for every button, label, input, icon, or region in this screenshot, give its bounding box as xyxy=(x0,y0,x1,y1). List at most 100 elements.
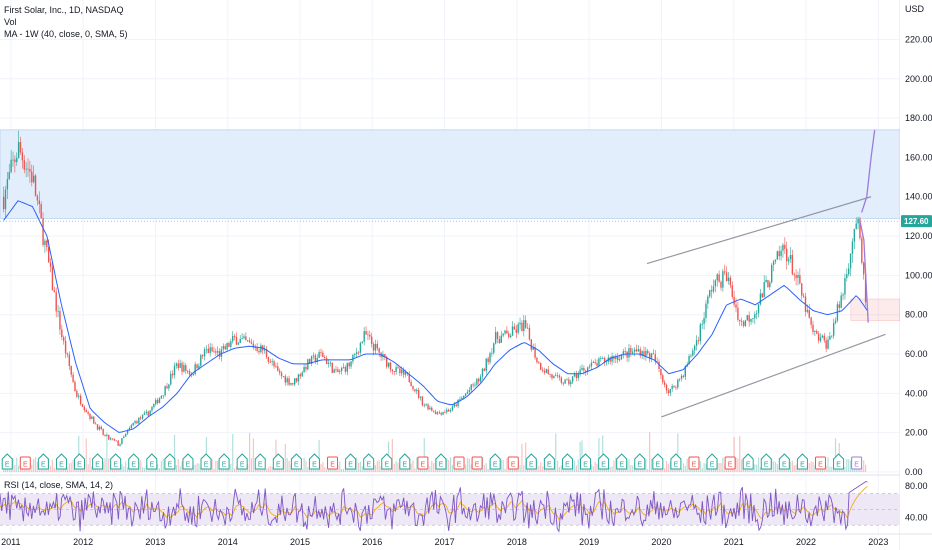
earnings-shape xyxy=(616,453,628,470)
channel-upper-line[interactable] xyxy=(646,196,872,265)
earnings-marker[interactable]: E xyxy=(796,453,808,470)
symbol-title[interactable]: First Solar, Inc., 1D, NASDAQ xyxy=(4,5,124,15)
candle-body xyxy=(455,404,457,407)
earnings-marker[interactable]: E xyxy=(110,453,122,470)
candle-body xyxy=(709,290,711,297)
earnings-marker[interactable]: E xyxy=(453,456,465,470)
earnings-marker[interactable]: E xyxy=(525,453,537,470)
earnings-marker[interactable]: E xyxy=(19,456,31,470)
earnings-marker[interactable]: E xyxy=(833,453,845,470)
earnings-marker[interactable]: E xyxy=(37,453,49,470)
candle-body xyxy=(23,160,25,170)
earnings-marker[interactable]: E xyxy=(507,456,519,470)
earnings-label: E xyxy=(493,462,498,469)
time-axis[interactable]: 2011 2012 2013 2014 2015 2016 2017 2018 2019 2020… xyxy=(0,533,932,547)
candle-body xyxy=(427,404,429,410)
time-tick-label: 2016 xyxy=(362,537,382,547)
earnings-marker[interactable]: E xyxy=(543,453,555,470)
volume-bar xyxy=(448,460,450,472)
earnings-label: E xyxy=(529,462,534,469)
candle-body xyxy=(21,152,24,161)
earnings-marker[interactable]: E xyxy=(399,453,411,470)
volume-bar xyxy=(701,468,703,472)
earnings-marker[interactable]: E xyxy=(670,453,682,470)
earnings-marker[interactable]: E xyxy=(74,453,86,470)
candle-body xyxy=(402,369,405,375)
channel-lower-line[interactable] xyxy=(661,333,886,418)
earnings-marker[interactable]: E xyxy=(634,453,646,470)
earnings-marker[interactable]: E xyxy=(146,453,158,470)
earnings-marker[interactable]: E xyxy=(760,453,772,470)
candle-body xyxy=(752,318,754,320)
earnings-marker[interactable]: E xyxy=(851,456,863,470)
volume-legend[interactable]: Vol xyxy=(4,17,17,27)
candle-body xyxy=(615,356,617,360)
earnings-marker[interactable]: E xyxy=(363,453,375,470)
resistance-zone[interactable] xyxy=(0,129,901,219)
price-axis[interactable]: USD 220.00 200.00 180.00 160.00 140.00 120.00 1… xyxy=(900,0,932,550)
earnings-marker[interactable]: E xyxy=(92,453,104,470)
earnings-marker[interactable]: E xyxy=(561,453,573,470)
candle-body xyxy=(701,323,703,325)
earnings-marker[interactable]: E xyxy=(417,456,429,470)
earnings-marker[interactable]: E xyxy=(182,453,194,470)
volume-bar xyxy=(759,467,762,472)
earnings-marker[interactable]: E xyxy=(688,456,700,470)
candle-body xyxy=(324,357,326,359)
candle-body xyxy=(754,314,756,319)
earnings-marker[interactable]: E xyxy=(236,453,248,470)
earnings-shape xyxy=(543,453,555,470)
volume-bar xyxy=(254,467,256,472)
volume-bar xyxy=(662,467,664,472)
earnings-marker[interactable]: E xyxy=(471,456,483,470)
candle-body xyxy=(258,350,260,353)
candle-body xyxy=(263,349,266,351)
candle-body xyxy=(440,412,442,415)
rsi-pane xyxy=(0,481,900,533)
candle-body xyxy=(821,335,824,338)
earnings-marker[interactable]: E xyxy=(308,453,320,470)
earnings-marker[interactable]: E xyxy=(327,456,339,470)
earnings-label: E xyxy=(149,462,154,469)
earnings-marker[interactable]: E xyxy=(598,453,610,470)
earnings-marker[interactable]: E xyxy=(742,453,754,470)
earnings-marker[interactable]: E xyxy=(381,453,393,470)
volume-bar xyxy=(609,467,611,472)
volume-bar xyxy=(286,458,288,472)
earnings-marker[interactable]: E xyxy=(345,453,357,470)
candle-body xyxy=(85,410,87,412)
earnings-marker[interactable]: E xyxy=(254,453,266,470)
earnings-label: E xyxy=(547,462,552,469)
earnings-marker[interactable]: E xyxy=(724,456,736,470)
candle-body xyxy=(842,294,844,296)
earnings-marker[interactable]: E xyxy=(489,453,501,470)
earnings-marker[interactable]: E xyxy=(580,453,592,470)
earnings-marker[interactable]: E xyxy=(652,453,664,470)
volume-bar xyxy=(639,467,641,472)
volume-bar xyxy=(650,458,653,472)
ma-legend[interactable]: MA - 1W (40, close, 0, SMA, 5) xyxy=(4,29,128,39)
earnings-marker[interactable]: E xyxy=(272,453,284,470)
earnings-marker[interactable]: E xyxy=(435,453,447,470)
earnings-marker[interactable]: E xyxy=(706,453,718,470)
earnings-marker[interactable]: E xyxy=(778,453,790,470)
candle-body xyxy=(605,361,608,363)
earnings-marker[interactable]: E xyxy=(616,453,628,470)
earnings-label: E xyxy=(312,462,317,469)
earnings-marker[interactable]: E xyxy=(128,453,140,470)
volume-bar xyxy=(791,460,793,472)
projection-zone[interactable] xyxy=(850,298,901,321)
earnings-marker[interactable]: E xyxy=(164,453,176,470)
candle-body xyxy=(124,433,127,437)
candle-body xyxy=(571,376,574,382)
earnings-marker[interactable]: E xyxy=(200,453,212,470)
earnings-marker[interactable]: E xyxy=(55,453,67,470)
earnings-marker[interactable]: E xyxy=(1,453,13,470)
earnings-marker[interactable]: E xyxy=(814,456,826,470)
earnings-marker[interactable]: E xyxy=(290,453,302,470)
candle-body xyxy=(4,189,7,210)
rsi-legend[interactable]: RSI (14, close, SMA, 14, 2) xyxy=(4,480,114,490)
earnings-marker[interactable]: E xyxy=(218,453,230,470)
